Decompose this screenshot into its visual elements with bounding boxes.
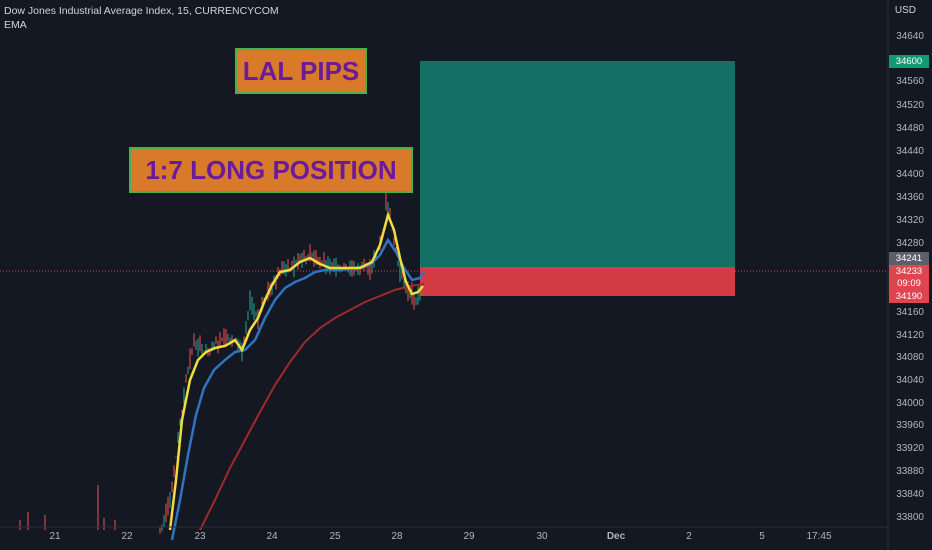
price-tick-label: 34120 xyxy=(896,330,924,341)
ema-slow-line xyxy=(199,283,425,531)
entry-price-tag: 34233 xyxy=(889,265,929,278)
price-tick-label: 33880 xyxy=(896,466,924,477)
price-tick-label: 34320 xyxy=(896,215,924,226)
price-tick-label: 34400 xyxy=(896,169,924,180)
price-tick-label: 34040 xyxy=(896,375,924,386)
price-tick-label: 34080 xyxy=(896,352,924,363)
time-tick-label: 21 xyxy=(49,531,61,542)
price-tick-label: 34000 xyxy=(896,398,924,409)
symbol-title[interactable]: Dow Jones Industrial Average Index, 15, … xyxy=(4,5,279,17)
time-tick-label: 30 xyxy=(536,531,548,542)
time-tick-label: 29 xyxy=(463,531,475,542)
lal-pips-banner: LAL PIPS xyxy=(235,48,367,94)
ema-mid-line xyxy=(170,237,426,541)
time-tick-label: 25 xyxy=(329,531,341,542)
price-tick-label: 33960 xyxy=(896,420,924,431)
price-tick-label: 34560 xyxy=(896,76,924,87)
countdown-tag: 09:09 xyxy=(889,277,929,290)
time-tick-label: 28 xyxy=(391,531,403,542)
time-tick-label: 2 xyxy=(686,531,692,542)
time-tick-label: Dec xyxy=(606,531,626,542)
price-tick-label: 34640 xyxy=(896,31,924,42)
target-price-tag: 34600 xyxy=(889,55,929,68)
profit-zone[interactable] xyxy=(420,61,735,267)
lal-pips-text: LAL PIPS xyxy=(242,55,360,86)
candles-group xyxy=(19,191,421,534)
price-tick-label: 34280 xyxy=(896,238,924,249)
price-tick-label: 34440 xyxy=(896,146,924,157)
time-tick-label: 24 xyxy=(266,531,278,542)
price-tick-label: 33800 xyxy=(896,512,924,523)
ema-fast-line xyxy=(168,211,424,531)
stop-price-tag: 34190 xyxy=(889,290,929,303)
price-tick-label: 34360 xyxy=(896,192,924,203)
currency-label[interactable]: USD xyxy=(894,5,916,16)
time-tick-label: 23 xyxy=(194,531,206,542)
indicator-label[interactable]: EMA xyxy=(4,19,27,31)
price-tick-label: 33920 xyxy=(896,443,924,454)
time-tick-label: 22 xyxy=(121,531,133,542)
time-tick-label: 17:45 xyxy=(806,531,832,542)
price-tick-label: 33840 xyxy=(896,489,924,500)
price-tick-label: 34160 xyxy=(896,307,924,318)
long-position-text: 1:7 LONG POSITION xyxy=(145,154,397,185)
price-tick-label: 34480 xyxy=(896,123,924,134)
price-tick-label: 34520 xyxy=(896,100,924,111)
loss-zone[interactable] xyxy=(420,267,735,296)
time-tick-label: 5 xyxy=(759,531,765,542)
long-position-banner: 1:7 LONG POSITION xyxy=(129,147,413,193)
last-price-tag: 34241 xyxy=(889,252,929,265)
